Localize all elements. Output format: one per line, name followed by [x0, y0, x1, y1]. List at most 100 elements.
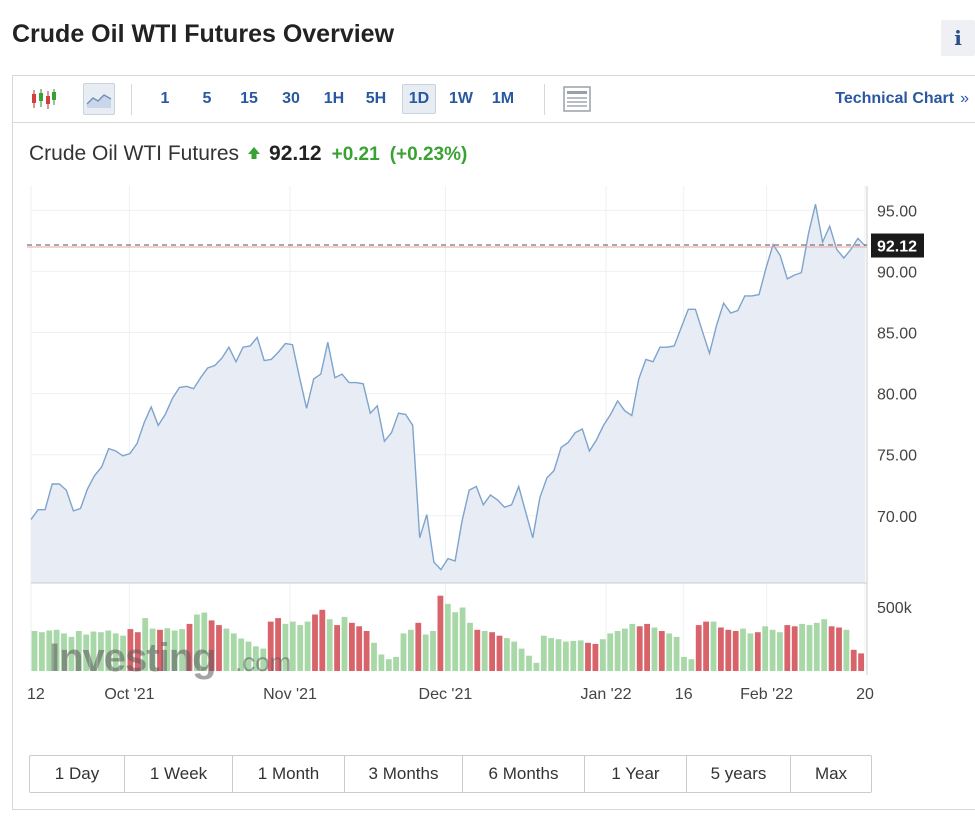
- chart-widget: 1 5 15 30 1H 5H 1D 1W 1M Technical Chart…: [12, 75, 975, 810]
- timeframe-1d[interactable]: 1D: [402, 84, 436, 114]
- volume-bar: [791, 626, 798, 671]
- volume-bar: [186, 623, 193, 671]
- volume-tick-label: 500k: [877, 600, 913, 617]
- range-5-years[interactable]: 5 years: [687, 756, 791, 792]
- volume-bar: [452, 612, 459, 671]
- volume-bar: [304, 621, 311, 671]
- range-3-months[interactable]: 3 Months: [345, 756, 463, 792]
- investing-watermark: Investing: [49, 636, 216, 680]
- volume-bar: [39, 632, 45, 671]
- candlestick-icon[interactable]: [27, 83, 59, 115]
- timeframe-5[interactable]: 5: [202, 90, 212, 107]
- range-selector: 1 Day 1 Week 1 Month 3 Months 6 Months 1…: [29, 755, 872, 793]
- volume-bar: [467, 622, 473, 671]
- volume-bar: [149, 628, 156, 671]
- volume-bar: [858, 653, 864, 671]
- volume-bar: [208, 620, 215, 671]
- volume-bar: [98, 632, 104, 671]
- volume-bar: [105, 630, 112, 671]
- range-max[interactable]: Max: [814, 764, 848, 783]
- volume-bar: [526, 655, 532, 671]
- range-1-day[interactable]: 1 Day: [30, 756, 125, 792]
- volume-bar: [334, 625, 340, 671]
- timeframe-1m[interactable]: 1M: [491, 90, 515, 107]
- volume-bar: [850, 649, 857, 671]
- volume-bar: [843, 629, 850, 671]
- volume-bar: [570, 640, 577, 671]
- volume-bar: [754, 632, 761, 671]
- volume-bar: [385, 659, 392, 671]
- volume-bar: [474, 629, 481, 671]
- volume-bar: [614, 631, 621, 671]
- timeframe-5h[interactable]: 5H: [365, 90, 387, 107]
- technical-chart-link[interactable]: Technical Chart »: [835, 90, 969, 108]
- volume-bar: [260, 648, 267, 671]
- volume-bar: [651, 627, 658, 671]
- volume-bar: [142, 618, 149, 671]
- price-change: +0.21: [331, 144, 380, 165]
- price-change-percent: (+0.23%): [389, 144, 468, 165]
- volume-bar: [201, 612, 208, 671]
- volume-bar: [245, 641, 252, 671]
- technical-chart-label: Technical Chart: [835, 90, 955, 107]
- timeframe-15[interactable]: 15: [240, 90, 258, 107]
- last-price: 92.12: [269, 142, 322, 165]
- volume-bar: [46, 630, 53, 671]
- volume-bar: [658, 631, 665, 671]
- chart-layout-icon[interactable]: [561, 83, 593, 115]
- volume-bar: [747, 633, 754, 671]
- timeframe-1[interactable]: 1: [160, 90, 170, 107]
- current-price-tag: [871, 233, 924, 258]
- volume-bar: [496, 635, 503, 671]
- range-1-week[interactable]: 1 Week: [125, 756, 233, 792]
- volume-bar: [533, 662, 540, 671]
- volume-bar: [769, 629, 776, 671]
- info-button[interactable]: i: [941, 20, 975, 56]
- volume-bar: [282, 623, 289, 671]
- volume-bar: [437, 595, 444, 671]
- quote-header: Crude Oil WTI Futures 92.12 +0.21 (+0.23…: [29, 142, 467, 166]
- volume-bar: [762, 626, 769, 671]
- price-chart[interactable]: 95.00 90.00 85.00 80.00 75.00 70.00 92.12 500k I…: [13, 76, 975, 746]
- x-tick-label: Jan '22: [580, 686, 631, 703]
- area-chart-icon[interactable]: [83, 83, 115, 115]
- volume-bar: [489, 632, 495, 671]
- volume-bar: [710, 621, 717, 671]
- volume-bar: [171, 630, 178, 671]
- range-1-year[interactable]: 1 Year: [585, 756, 687, 792]
- volume-bar: [31, 631, 38, 671]
- chart-toolbar: 1 5 15 30 1H 5H 1D 1W 1M Technical Chart…: [13, 76, 975, 123]
- volume-bar: [592, 643, 599, 671]
- volume-bar: [267, 621, 274, 671]
- volume-bar: [400, 633, 407, 671]
- volume-bar: [511, 641, 518, 671]
- volume-bar: [194, 614, 200, 671]
- volume-bar: [230, 633, 237, 671]
- volume-bar: [415, 622, 422, 671]
- x-tick-label: Nov '21: [263, 686, 317, 703]
- volume-bar: [68, 636, 75, 671]
- timeframe-1h[interactable]: 1H: [323, 90, 345, 107]
- volume-bar: [430, 631, 436, 671]
- x-tick-label: 16: [675, 686, 693, 703]
- current-price-label: 92.12: [877, 239, 917, 256]
- volume-bar: [563, 641, 569, 671]
- volume-bar: [216, 625, 222, 671]
- timeframe-30[interactable]: 30: [282, 90, 300, 107]
- volume-bar: [393, 656, 399, 671]
- y-tick-label: 75.00: [877, 448, 917, 465]
- volume-bar: [548, 638, 554, 671]
- volume-bar: [836, 627, 842, 671]
- volume-bar: [363, 631, 370, 671]
- volume-bar: [666, 633, 673, 671]
- range-6-months[interactable]: 6 Months: [463, 756, 585, 792]
- range-1-month[interactable]: 1 Month: [233, 756, 345, 792]
- timeframe-1w[interactable]: 1W: [449, 90, 473, 107]
- volume-bar: [718, 627, 724, 671]
- x-tick-label: Feb '22: [740, 686, 793, 703]
- volume-bar: [629, 623, 636, 671]
- x-tick-label: 20: [856, 686, 874, 703]
- volume-bar: [312, 614, 318, 671]
- volume-bar: [504, 638, 510, 671]
- volume-bar: [695, 625, 702, 671]
